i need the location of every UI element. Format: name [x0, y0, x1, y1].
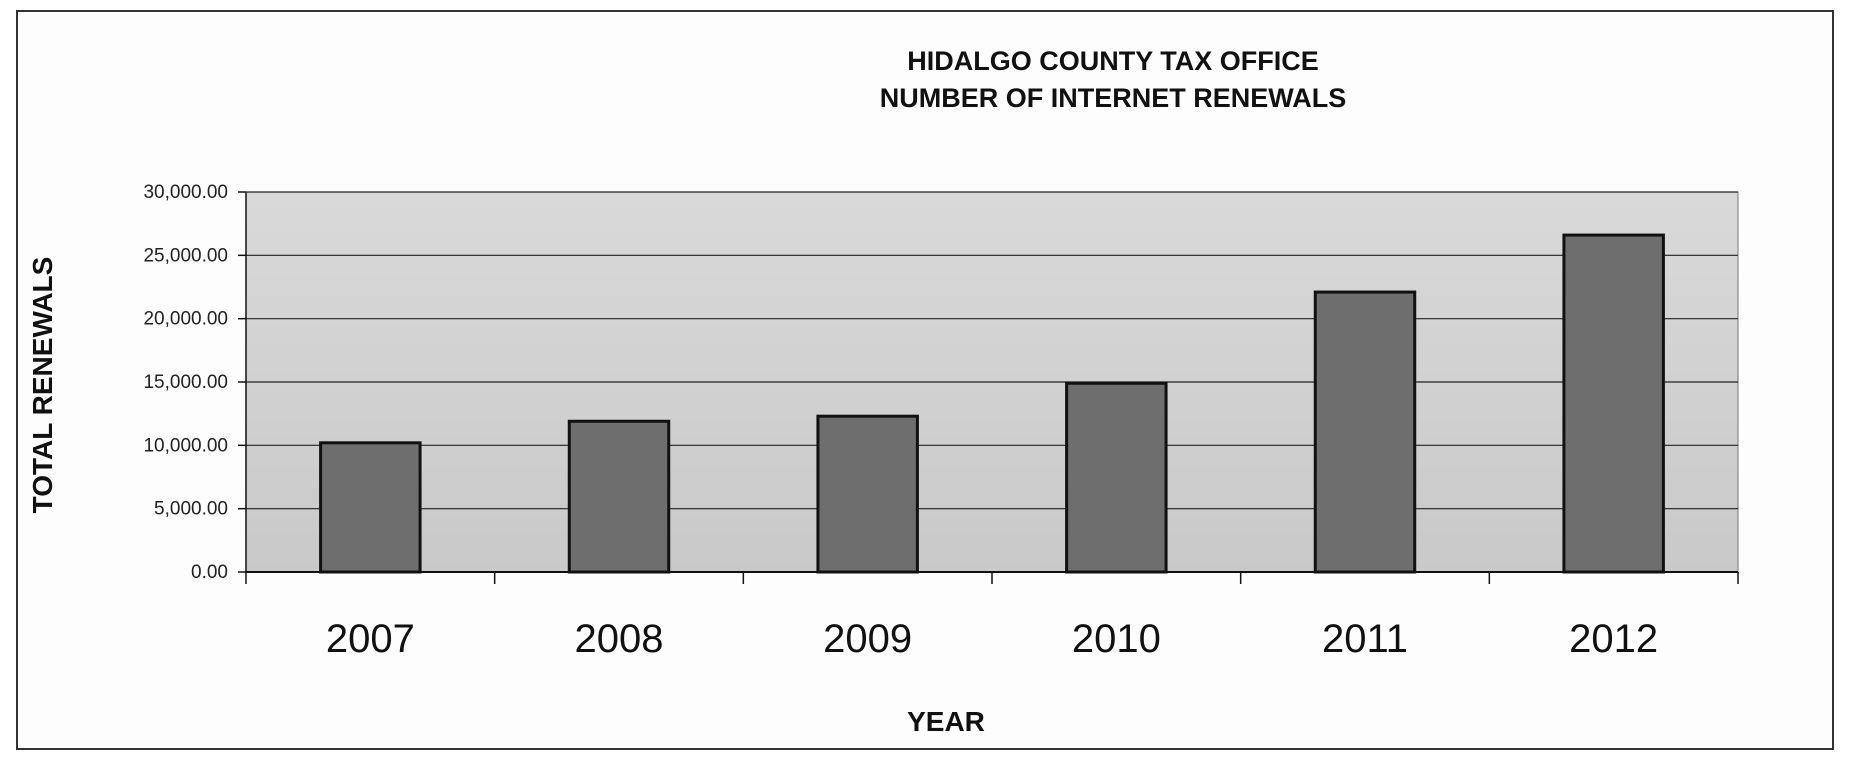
x-tick-label-2009: 2009 [823, 617, 912, 661]
y-tick-label: 25,000.00 [143, 245, 228, 266]
bar-2012 [1562, 233, 1665, 574]
y-tick-label: 0.00 [191, 562, 228, 583]
y-tick-label: 5,000.00 [154, 499, 228, 520]
bar-2010 [1065, 381, 1168, 574]
bar-2007 [319, 441, 422, 574]
bar-2011 [1313, 290, 1417, 574]
chart-subtitle: NUMBER OF INTERNET RENEWALS [880, 83, 1347, 113]
y-axis-title: TOTAL RENEWALS [27, 257, 58, 514]
chart-title: HIDALGO COUNTY TAX OFFICE [907, 46, 1319, 76]
x-tick-label-2012: 2012 [1569, 617, 1658, 661]
y-tick-label: 15,000.00 [143, 372, 228, 393]
x-axis-ticks: 2007 2008 2009 2010 2011 2012 [245, 572, 1739, 661]
y-axis-ticks: 0.00 5,000.00 10,000.00 15,000.00 20,000.00 2… [143, 182, 246, 583]
x-tick-label-2008: 2008 [575, 617, 664, 661]
x-tick-label-2007: 2007 [326, 617, 415, 661]
bar-2008 [567, 419, 671, 574]
y-tick-label: 20,000.00 [143, 309, 228, 330]
x-axis-title: YEAR [907, 706, 985, 737]
bar-2009 [816, 414, 919, 574]
x-tick-label-2011: 2011 [1322, 617, 1408, 661]
y-tick-label: 30,000.00 [143, 182, 228, 203]
y-tick-label: 10,000.00 [143, 435, 228, 456]
gridlines [246, 191, 1738, 510]
x-tick-label-2010: 2010 [1072, 617, 1161, 661]
